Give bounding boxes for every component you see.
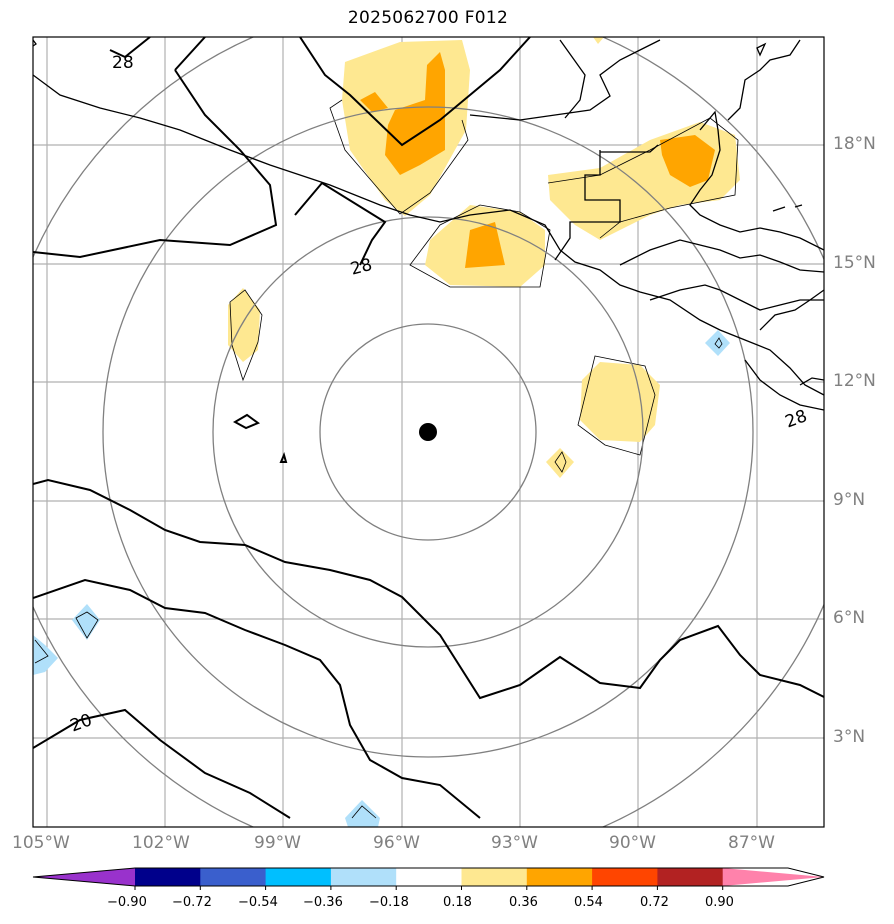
- lat-label: 6°N: [833, 608, 866, 628]
- colorbar-cell: [657, 868, 724, 886]
- colorbar-cell: [592, 868, 658, 886]
- colorbar-tick-label: −0.90: [107, 895, 147, 910]
- colorbar-tick-label: −0.54: [238, 895, 278, 910]
- lon-label: 96°W: [373, 833, 420, 853]
- colorbar-cell: [526, 868, 593, 886]
- lon-label: 87°W: [728, 833, 775, 853]
- fill-blue-regions: [33, 330, 730, 827]
- colorbar-tick-label: 0.90: [705, 895, 734, 910]
- coastlines: [33, 39, 824, 411]
- colorbar-cell: [200, 868, 267, 886]
- temperature-contours: [33, 37, 824, 819]
- contour-label: 20: [68, 710, 95, 736]
- lon-label: 105°W: [12, 833, 70, 853]
- colorbar-tick-label: −0.36: [303, 895, 343, 910]
- lat-label: 3°N: [833, 727, 866, 747]
- lon-label: 90°W: [609, 833, 656, 853]
- colorbar: [32, 867, 825, 890]
- colorbar-cell: [135, 868, 201, 886]
- lon-label: 99°W: [254, 833, 301, 853]
- map-frame: [32, 36, 825, 828]
- lat-label: 12°N: [833, 371, 876, 391]
- colorbar-cell: [396, 868, 462, 886]
- colorbar-tick-label: 0.54: [574, 895, 603, 910]
- colorbar-tick-label: 0.72: [640, 895, 669, 910]
- lat-label: 15°N: [833, 253, 876, 273]
- contour-label: 28: [783, 406, 810, 432]
- colorbar-tick-label: −0.72: [172, 895, 212, 910]
- contour-label: 28: [348, 255, 374, 280]
- lon-label: 93°W: [491, 833, 538, 853]
- storm-center-marker: [419, 423, 437, 441]
- colorbar-tick-label: 0.36: [509, 895, 538, 910]
- colorbar-outline: [32, 867, 825, 887]
- lat-label: 9°N: [833, 490, 866, 510]
- lat-label: 18°N: [833, 134, 876, 154]
- colorbar-tick-label: −0.18: [369, 895, 409, 910]
- map-area: 28 28 28 20: [33, 37, 824, 827]
- map-title: 2025062700 F012: [347, 8, 509, 28]
- range-rings: [33, 37, 824, 827]
- colorbar-extend-high: [722, 868, 824, 886]
- colorbar-cell: [461, 868, 528, 886]
- colorbar-tick-label: 0.18: [443, 895, 472, 910]
- colorbar-cell: [330, 868, 397, 886]
- lon-label: 102°W: [132, 833, 190, 853]
- colorbar-extend-low: [33, 868, 135, 886]
- contour-label: 28: [112, 53, 134, 73]
- colorbar-cell: [265, 868, 332, 886]
